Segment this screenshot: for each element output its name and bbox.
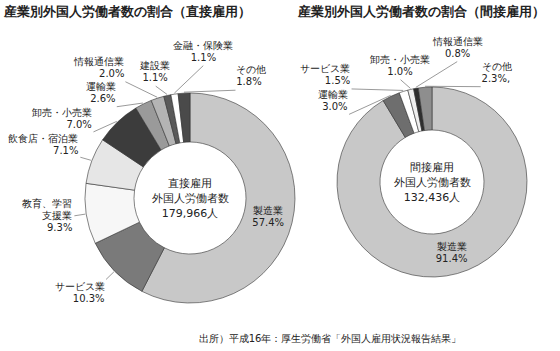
- slice: [178, 93, 190, 142]
- data-label: サービス業10.3%: [55, 281, 105, 304]
- leader-line: [184, 90, 235, 92]
- chart-title: 産業別外国人労働者数の割合（直接雇用）: [3, 4, 251, 19]
- label-line: 支援業: [42, 210, 72, 221]
- label-line: 金融・保険業: [173, 40, 233, 51]
- leader-line: [425, 86, 481, 87]
- label-line: 7.0%: [66, 119, 91, 130]
- data-labels: 製造業57.4% サービス業10.3% 教育、学習支援業9.3% 飲食店・宿泊業7.1…: [8, 40, 284, 304]
- donut-chart: 産業別外国人労働者数の割合（直接雇用）直接雇用外国人労働者数179,966人製造…: [3, 4, 295, 304]
- data-label: 卸売・小売業7.0%: [32, 107, 92, 130]
- source-note: 出所）平成16年：厚生労働省「外国人雇用状況報告結果」: [199, 333, 462, 344]
- label-line: 飲食店・宿泊業: [8, 133, 78, 144]
- data-label: 運輸業2.6%: [86, 81, 116, 104]
- leader-line: [106, 272, 114, 280]
- leader-line: [117, 103, 143, 107]
- label-line: サービス業: [55, 281, 105, 292]
- label-line: 91.4%: [436, 253, 468, 264]
- label-line: 製造業: [253, 205, 283, 216]
- slice: [337, 87, 527, 277]
- leader-line: [352, 89, 404, 90]
- slice: [418, 87, 432, 131]
- leader-line: [156, 86, 167, 94]
- data-label: 運輸業3.0%: [318, 89, 348, 112]
- data-labels: 製造業91.4%運輸業3.0%サービス業1.5%卸売・小売業1.0%情報通信業0…: [300, 36, 511, 264]
- leader-line: [125, 82, 157, 97]
- label-line: 1.8%: [236, 76, 261, 87]
- label-line: 0.8%: [445, 48, 470, 59]
- data-label: その他1.8%: [236, 64, 266, 87]
- label-line: 1.1%: [191, 52, 216, 63]
- label-line: 運輸業: [86, 81, 116, 92]
- slice: [85, 183, 139, 243]
- data-label: 情報通信業2.0%: [73, 56, 124, 79]
- data-label: 卸売・小売業1.0%: [370, 54, 430, 77]
- data-label: その他2.3%,: [482, 61, 512, 84]
- center-text: 外国人労働者数: [152, 192, 229, 205]
- chart-title: 産業別外国人労働者数の割合（間接雇用）: [297, 4, 545, 19]
- leader-line: [174, 66, 203, 93]
- label-line: 運輸業: [318, 89, 348, 100]
- center-text: 179,966人: [162, 207, 219, 220]
- slices: [337, 87, 527, 277]
- slices: [85, 93, 295, 303]
- data-label: サービス業1.5%: [300, 63, 350, 86]
- data-label: 建設業1.1%: [139, 60, 170, 83]
- label-line: 1.1%: [142, 72, 167, 83]
- center-text: 直接雇用: [168, 177, 212, 190]
- label-line: 2.0%: [99, 68, 124, 79]
- label-line: 教育、学習: [22, 198, 72, 209]
- label-line: 1.5%: [325, 75, 350, 86]
- label-line: 10.3%: [73, 293, 105, 304]
- label-line: 2.3%,: [482, 73, 511, 84]
- leader-lines: [74, 66, 235, 280]
- label-line: 製造業: [437, 241, 467, 252]
- label-line: 情報通信業: [432, 36, 483, 47]
- leader-line: [349, 95, 390, 114]
- leader-lines: [349, 62, 481, 115]
- data-label: 金融・保険業1.1%: [173, 40, 233, 63]
- label-line: 9.3%: [47, 222, 72, 233]
- center-text: 132,436人: [404, 191, 461, 204]
- label-line: 2.6%: [90, 93, 115, 104]
- data-label: 製造業57.4%: [252, 205, 284, 228]
- leader-line: [401, 80, 411, 89]
- label-line: 1.0%: [387, 66, 412, 77]
- leader-line: [93, 121, 116, 132]
- label-line: 7.1%: [53, 145, 78, 156]
- leader-line: [416, 62, 457, 88]
- data-label: 製造業91.4%: [436, 241, 468, 264]
- center-text: 間接雇用: [410, 161, 454, 174]
- leader-line: [74, 214, 85, 216]
- label-line: 3.0%: [322, 101, 347, 112]
- slice: [142, 93, 295, 303]
- data-label: 教育、学習支援業9.3%: [22, 198, 72, 233]
- chart-canvas: 産業別外国人労働者数の割合（直接雇用）直接雇用外国人労働者数179,966人製造…: [0, 0, 560, 351]
- data-label: 飲食店・宿泊業7.1%: [8, 133, 78, 156]
- center-text: 外国人労働者数: [394, 176, 471, 189]
- label-line: その他: [482, 61, 512, 72]
- label-line: 卸売・小売業: [32, 107, 92, 118]
- label-line: 情報通信業: [73, 56, 124, 67]
- data-label: 情報通信業0.8%: [432, 36, 483, 59]
- label-line: 卸売・小売業: [370, 54, 430, 65]
- label-line: その他: [236, 64, 266, 75]
- label-line: 建設業: [139, 60, 170, 71]
- leader-line: [80, 157, 91, 160]
- label-line: 57.4%: [252, 217, 284, 228]
- donut-chart: 産業別外国人労働者数の割合（間接雇用） 間接雇用外国人労働者数 132,436人製造…: [297, 4, 545, 277]
- label-line: サービス業: [300, 63, 350, 74]
